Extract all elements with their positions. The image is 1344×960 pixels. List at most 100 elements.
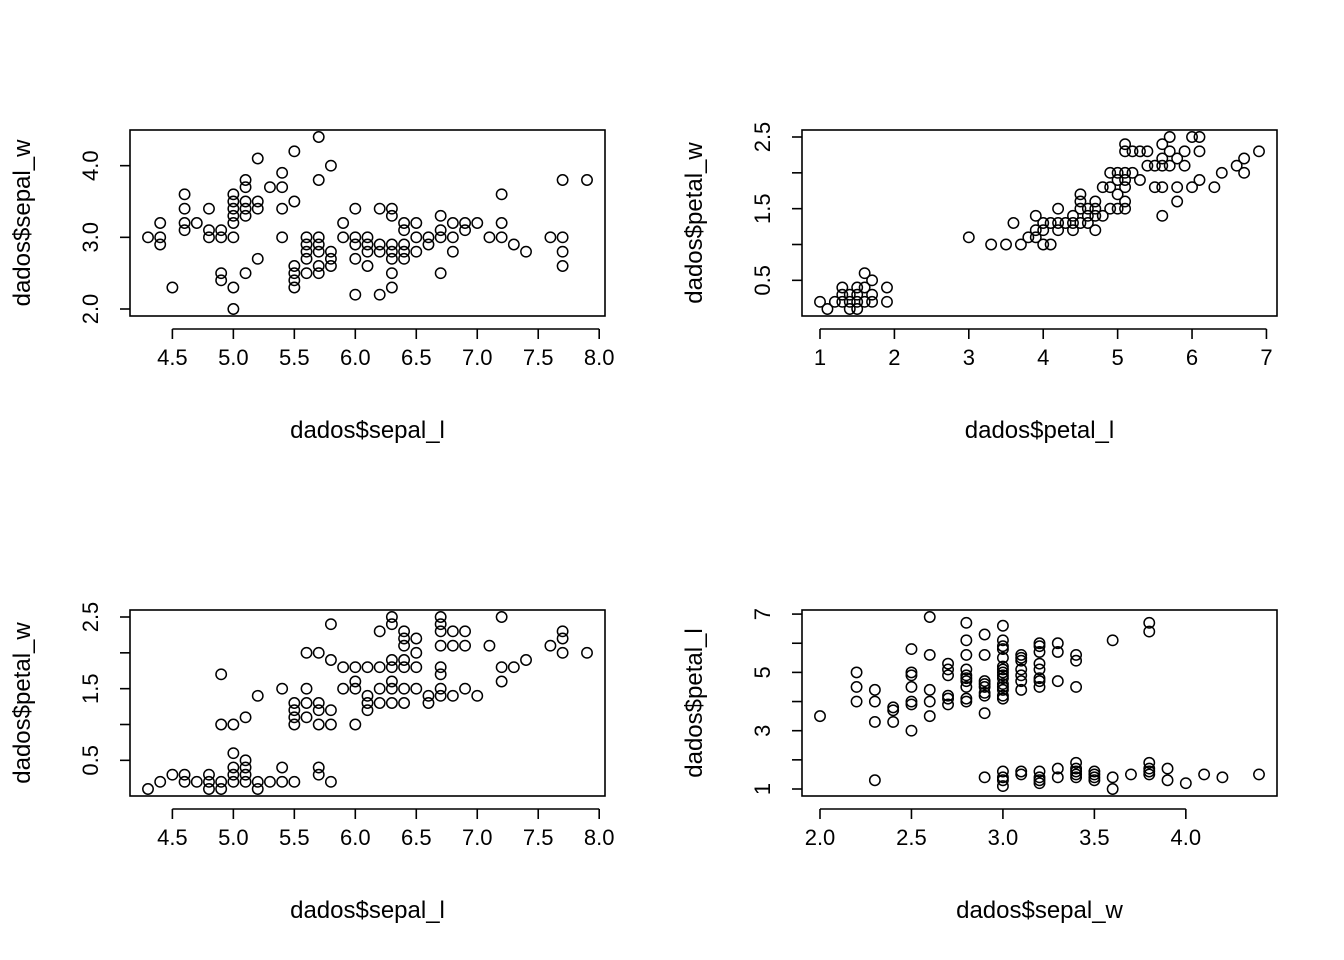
data-point [520, 654, 532, 666]
data-point [1033, 640, 1046, 653]
data-point [960, 681, 973, 693]
x-tick-label: 6 [1186, 345, 1198, 370]
data-point [905, 666, 918, 679]
data-point [960, 695, 973, 708]
data-point [1044, 217, 1057, 229]
data-point [1051, 675, 1064, 688]
data-point [1052, 202, 1065, 215]
data-point [288, 274, 301, 287]
data-point [312, 174, 325, 186]
data-point [434, 611, 447, 623]
data-point [312, 260, 325, 272]
data-point [251, 152, 264, 165]
x-tick-label: 4.5 [157, 825, 188, 850]
data-point [422, 231, 435, 244]
data-point [385, 661, 398, 674]
data-point [1070, 681, 1083, 693]
data-point [239, 267, 252, 280]
data-point [459, 682, 472, 695]
data-point [312, 231, 325, 244]
y-tick-label: 0.5 [78, 745, 103, 776]
data-point [239, 775, 252, 788]
data-point [398, 245, 411, 258]
y-axis: 0.5 1.5 2.5 [750, 122, 802, 296]
data-point [288, 267, 301, 280]
data-point [385, 238, 398, 251]
data-point [1104, 202, 1117, 215]
data-point [1148, 181, 1161, 194]
x-tick-label: 6.5 [401, 825, 432, 850]
plot-frame [801, 129, 1278, 317]
data-point [1015, 648, 1028, 661]
data-point [288, 260, 301, 272]
data-point [1119, 166, 1132, 179]
data-point [1051, 771, 1064, 784]
data-point [1193, 131, 1206, 143]
data-point [1119, 195, 1132, 208]
scatter-panel-2: 1 2 3 4 5 6 7 dados$petal_l 0.5 1.5 2.5 dados$petal… [681, 122, 1278, 444]
data-point [385, 618, 398, 631]
data-point [300, 231, 313, 244]
data-point [996, 681, 1009, 693]
data-point [1015, 675, 1028, 688]
data-point [1156, 159, 1169, 172]
data-point [1106, 771, 1119, 784]
data-point [1033, 672, 1046, 685]
data-point [1133, 145, 1146, 158]
data-point [385, 697, 398, 709]
data-point [881, 281, 893, 294]
data-point [923, 611, 936, 623]
data-point [1186, 181, 1198, 194]
data-point [858, 267, 871, 280]
data-point [312, 768, 325, 781]
data-point [483, 231, 496, 244]
data-point [459, 224, 472, 237]
data-point [459, 625, 472, 638]
data-point [1074, 188, 1087, 201]
data-point [1029, 224, 1042, 237]
data-point [843, 288, 856, 301]
y-tick-label: 2.5 [750, 122, 775, 153]
data-point [398, 625, 411, 638]
data-point [868, 683, 881, 696]
x-tick-label: 5.5 [279, 345, 310, 370]
data-point [178, 188, 191, 201]
y-tick-label: 1.5 [750, 193, 775, 224]
x-tick-label: 5.5 [279, 825, 310, 850]
data-point [1022, 231, 1035, 244]
data-point [996, 634, 1009, 647]
data-point [373, 202, 386, 215]
x-tick-label: 7.0 [462, 345, 493, 370]
data-point [556, 174, 569, 186]
data-point [942, 663, 954, 676]
data-point [960, 672, 973, 685]
x-tick-label: 7 [1260, 345, 1272, 370]
data-point [887, 701, 900, 714]
data-point [324, 618, 337, 631]
x-tick-label: 6.5 [401, 345, 432, 370]
data-point [300, 711, 313, 724]
data-point [495, 231, 508, 244]
data-point [349, 675, 362, 688]
data-point [178, 202, 191, 215]
data-point [349, 661, 362, 674]
x-tick-label: 5.0 [218, 825, 249, 850]
data-point [495, 675, 508, 688]
x-tick-label: 2 [888, 345, 900, 370]
x-tick-label: 4.0 [1171, 825, 1202, 850]
data-point [276, 181, 289, 194]
data-point [446, 231, 459, 244]
data-point [1015, 768, 1028, 781]
data-point [1141, 159, 1154, 172]
data-point [349, 252, 362, 265]
y-axis-title: dados$petal_w [681, 142, 708, 304]
data-point [422, 238, 435, 251]
data-point [434, 682, 447, 695]
data-point [1070, 654, 1083, 667]
data-point [996, 643, 1009, 656]
data-point [556, 260, 569, 272]
data-point [942, 689, 954, 702]
data-point [850, 695, 863, 708]
data-point [996, 780, 1009, 793]
data-point [1033, 663, 1046, 676]
